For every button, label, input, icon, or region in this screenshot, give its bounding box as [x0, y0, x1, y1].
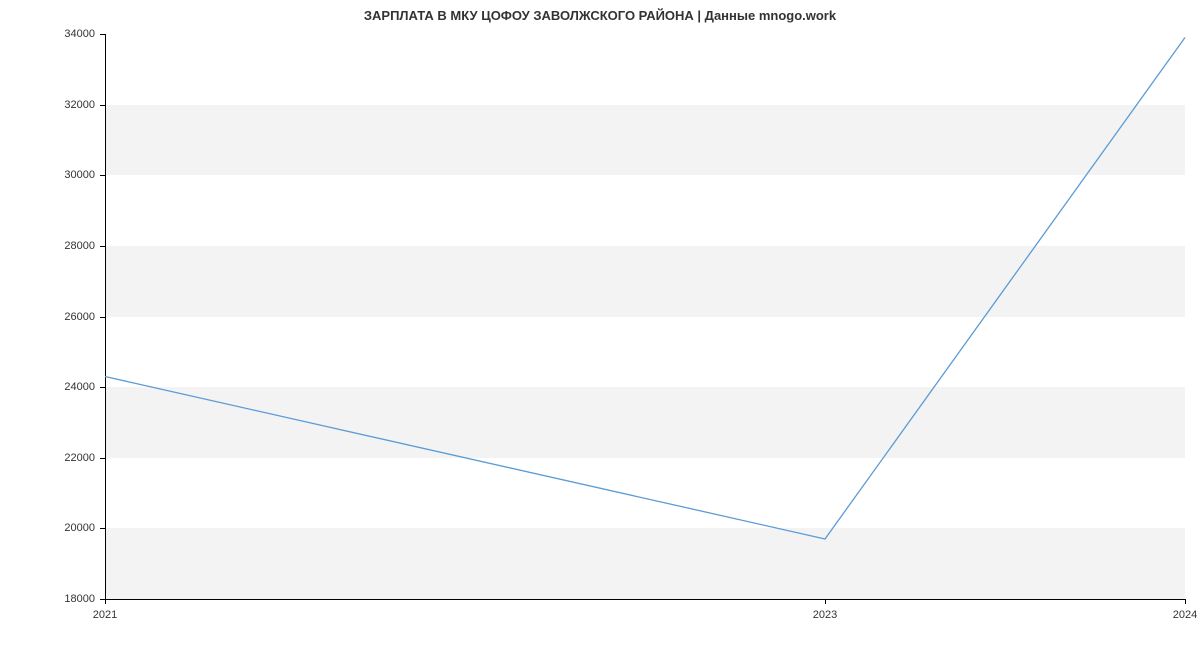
y-tick-label: 20000 [45, 522, 95, 534]
chart-title: ЗАРПЛАТА В МКУ ЦОФОУ ЗАВОЛЖСКОГО РАЙОНА … [0, 8, 1200, 23]
plot-area: 1800020000220002400026000280003000032000… [105, 34, 1185, 599]
y-tick-label: 26000 [45, 311, 95, 323]
y-tick-label: 30000 [45, 169, 95, 181]
x-tick [105, 599, 106, 604]
y-tick-label: 24000 [45, 381, 95, 393]
chart-lines [105, 34, 1185, 599]
y-tick-label: 28000 [45, 240, 95, 252]
x-tick-label: 2024 [1173, 609, 1197, 621]
series-salary [105, 38, 1185, 539]
y-tick-label: 32000 [45, 99, 95, 111]
y-tick-label: 22000 [45, 452, 95, 464]
x-tick-label: 2021 [93, 609, 117, 621]
y-tick-label: 18000 [45, 593, 95, 605]
x-tick [1185, 599, 1186, 604]
x-tick-label: 2023 [813, 609, 837, 621]
x-tick [825, 599, 826, 604]
x-axis-spine [105, 599, 1185, 600]
y-tick-label: 34000 [45, 28, 95, 40]
